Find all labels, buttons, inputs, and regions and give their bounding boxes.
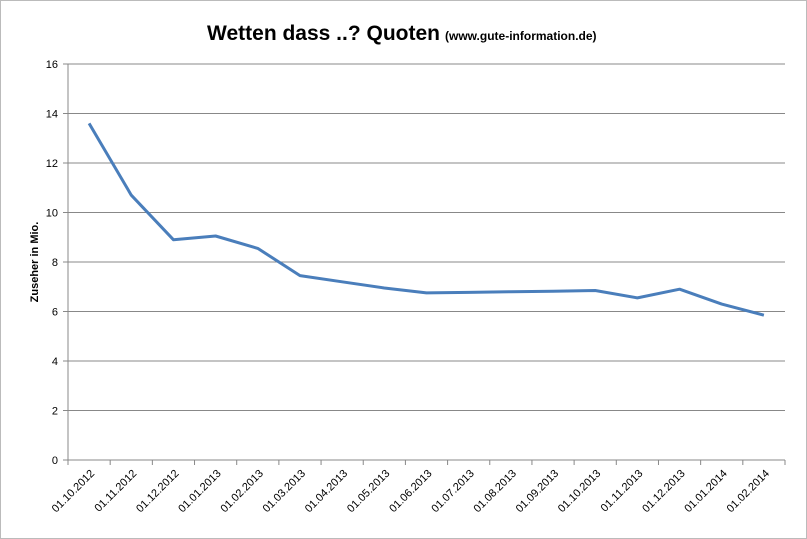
y-tick-label: 10 (46, 208, 58, 220)
data-line (87, 122, 765, 317)
y-tick-label: 12 (46, 158, 58, 170)
chart-subtitle: (www.gute-information.de) (445, 29, 597, 43)
y-tick-label: 2 (52, 406, 58, 418)
y-axis-label: Zuseher in Mio. (29, 222, 41, 303)
y-tick-label: 0 (52, 455, 58, 467)
y-tick-label: 14 (46, 109, 58, 121)
y-tick-label: 6 (52, 307, 58, 319)
y-tick-label: 8 (52, 257, 58, 269)
chart-title: Wetten dass ..? Quoten (207, 22, 440, 45)
y-tick-label: 4 (52, 356, 58, 368)
y-tick-label: 16 (46, 59, 58, 71)
